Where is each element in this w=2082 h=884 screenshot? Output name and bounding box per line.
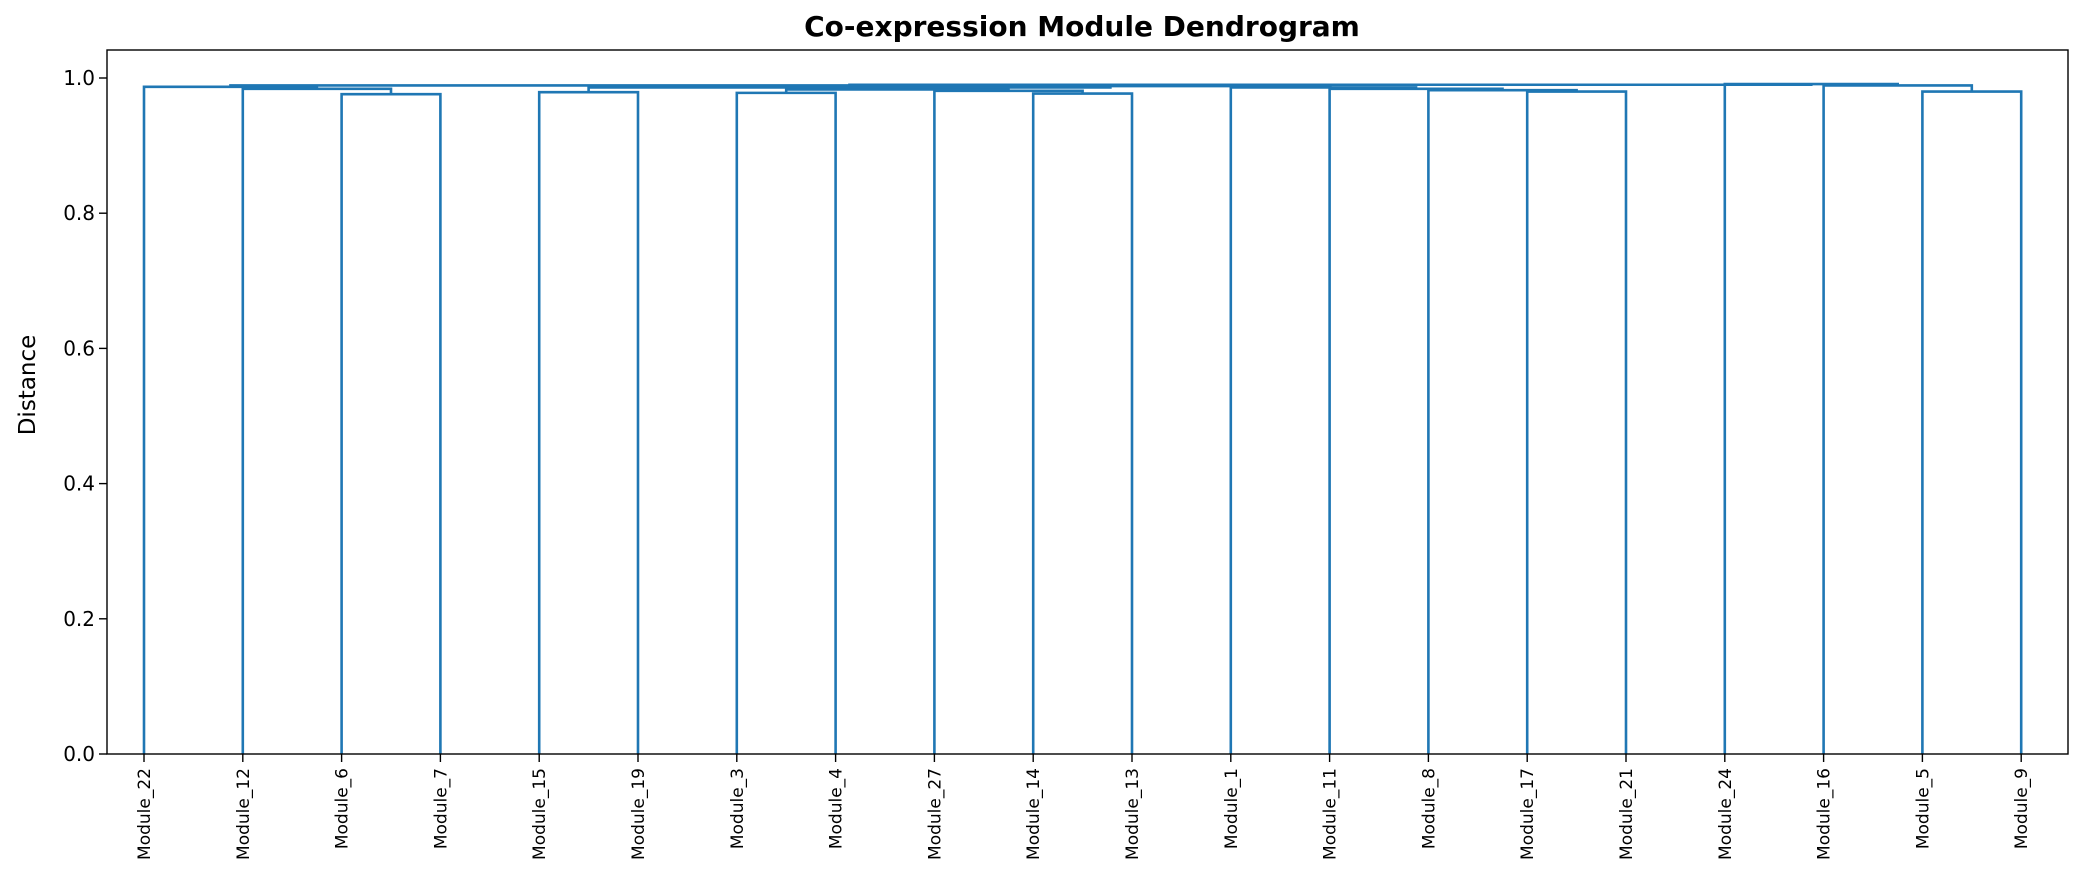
leaf-label: Module_17 <box>1518 768 1538 860</box>
dendrogram-link <box>241 87 393 754</box>
leaf-label: Module_8 <box>1419 768 1439 849</box>
leaf-label: Module_5 <box>1913 768 1933 849</box>
y-tick-label: 0.0 <box>63 742 95 766</box>
leaf-label: Module_19 <box>629 768 649 860</box>
y-tick-label: 0.8 <box>63 201 95 225</box>
leaf-label: Module_27 <box>925 768 945 860</box>
plot-area-frame <box>106 49 2069 755</box>
leaf-label: Module_6 <box>333 768 353 849</box>
chart-title: Co-expression Module Dendrogram <box>804 10 1360 43</box>
dendrogram-link <box>340 92 442 754</box>
y-tick-label: 0.6 <box>63 336 95 360</box>
dendrogram-link <box>1427 88 1578 754</box>
y-tick-label: 0.2 <box>63 607 95 631</box>
y-tick-label: 1.0 <box>63 66 95 90</box>
dendrogram-link <box>1723 82 1899 754</box>
leaf-label: Module_9 <box>2012 768 2032 849</box>
dendrogram-link <box>142 85 319 754</box>
dendrogram-link <box>1822 84 1974 754</box>
dendrogram-links <box>142 82 2023 754</box>
leaf-label: Module_7 <box>431 768 451 849</box>
dendrogram-link <box>1031 92 1134 754</box>
y-axis-label: Distance <box>15 335 41 436</box>
leaf-label: Module_4 <box>827 768 847 849</box>
dendrogram-link <box>1328 87 1504 754</box>
leaf-label: Module_15 <box>530 768 550 860</box>
leaf-label: Module_22 <box>135 768 155 860</box>
y-tick-label: 0.4 <box>63 472 95 496</box>
leaf-label: Module_24 <box>1716 768 1736 860</box>
leaf-label: Module_11 <box>1321 768 1341 860</box>
dendrogram-link <box>735 91 837 754</box>
x-axis-ticks: Module_22 Module_12 Module_6 Module_7 Module… <box>135 754 2032 860</box>
leaf-label: Module_12 <box>234 768 254 860</box>
y-axis-ticks: 0.0 0.2 0.4 0.6 0.8 1.0 <box>63 66 107 766</box>
dendrogram-link <box>537 90 640 754</box>
dendrogram-link <box>1525 90 1628 754</box>
leaf-label: Module_21 <box>1617 768 1637 860</box>
dendrogram-link <box>1229 86 1418 754</box>
leaf-label: Module_3 <box>728 768 748 849</box>
leaf-label: Module_13 <box>1123 768 1143 860</box>
dendrogram-link <box>1921 90 2023 754</box>
leaf-label: Module_16 <box>1815 768 1835 860</box>
dendrogram-link <box>933 89 1084 754</box>
dendrogram-link <box>229 84 1332 87</box>
leaf-label: Module_1 <box>1222 768 1242 849</box>
leaf-label: Module_14 <box>1024 768 1044 860</box>
